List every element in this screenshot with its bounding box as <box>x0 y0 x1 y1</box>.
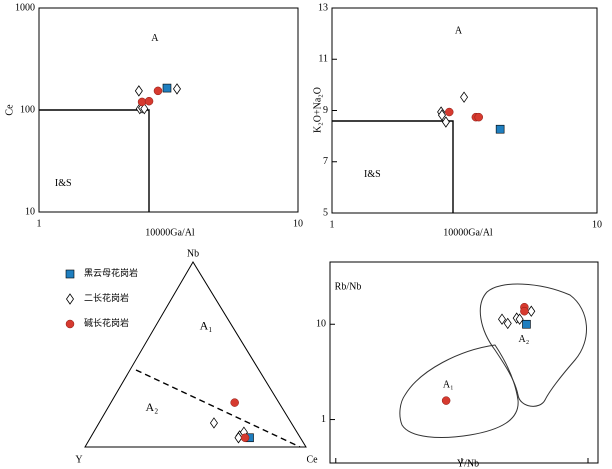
marker-diamond <box>437 109 446 121</box>
marker-square <box>522 319 531 329</box>
y-tick-label: 9 <box>323 105 328 116</box>
marker-diamond <box>234 432 243 444</box>
marker-diamond <box>134 85 143 97</box>
marker-diamond <box>503 317 512 330</box>
marker-circle <box>520 306 529 316</box>
field-outline <box>399 344 519 439</box>
marker-circle <box>474 112 484 122</box>
y-tick-label: 5 <box>323 207 328 218</box>
marker-diamond <box>172 83 181 95</box>
marker-diamond <box>209 417 218 429</box>
marker-diamond <box>498 313 506 325</box>
marker-diamond <box>515 313 524 325</box>
legend-marker <box>65 319 75 329</box>
marker-diamond <box>140 102 149 115</box>
annotation: A₁ <box>443 379 454 390</box>
field-boundary <box>39 109 150 212</box>
y-tick-label: 1 <box>321 414 326 425</box>
field-boundary <box>332 120 454 213</box>
marker-diamond <box>527 305 536 317</box>
x-axis-label: Y/Nb <box>457 458 479 469</box>
legend-label: 黑云母花岗岩 <box>84 267 138 278</box>
marker-square <box>162 83 172 93</box>
annotation: A <box>151 33 159 44</box>
marker-circle <box>240 433 250 442</box>
field-outline <box>479 283 587 407</box>
marker-circle <box>153 86 163 96</box>
marker-circle <box>230 398 239 407</box>
y-tick-label: 13 <box>318 2 328 13</box>
x-axis-label: 10000Ga/Al <box>145 227 195 238</box>
vertex-label: Nb <box>187 248 199 259</box>
marker-circle <box>445 107 454 117</box>
annotation: A₂ <box>145 400 158 414</box>
y-axis-label: K₂O+Na₂O <box>312 87 323 133</box>
marker-diamond <box>460 91 469 103</box>
x-tick-label: 10 <box>293 218 303 229</box>
x-tick-label: 1 <box>330 219 335 230</box>
annotation: A₂ <box>519 334 530 345</box>
legend-marker <box>66 293 74 305</box>
ternary-frame <box>84 261 307 448</box>
x-tick-label: 10 <box>592 219 602 230</box>
legend-label: 二长花岗岩 <box>84 292 129 303</box>
x-tick-label: 1 <box>37 218 42 229</box>
field-boundary <box>135 369 301 448</box>
y-axis-label: Rb/Nb <box>335 281 362 292</box>
marker-circle <box>441 396 451 405</box>
annotation: A₁ <box>200 319 213 333</box>
marker-square <box>495 124 505 134</box>
annotation: I&S <box>364 169 381 180</box>
plot-frame <box>331 7 598 214</box>
y-tick-label: 100 <box>20 104 35 115</box>
marker-circle <box>144 96 154 106</box>
annotation: A <box>455 25 463 36</box>
marker-diamond <box>441 116 450 128</box>
legend-marker <box>65 269 75 279</box>
vertex-label: Y <box>75 454 82 465</box>
x-axis-label: 10000Ga/Al <box>443 227 493 238</box>
y-tick-label: 10 <box>316 319 326 330</box>
annotation: I&S <box>55 178 72 189</box>
legend-label: 碱长花岗岩 <box>84 317 129 328</box>
y-axis-label: Ce <box>4 104 15 116</box>
vertex-label: Ce <box>306 454 318 465</box>
y-tick-label: 7 <box>323 156 328 167</box>
y-tick-label: 1000 <box>15 2 35 13</box>
y-tick-label: 11 <box>318 54 328 65</box>
plot-frame <box>329 261 599 464</box>
y-tick-label: 10 <box>25 206 35 217</box>
